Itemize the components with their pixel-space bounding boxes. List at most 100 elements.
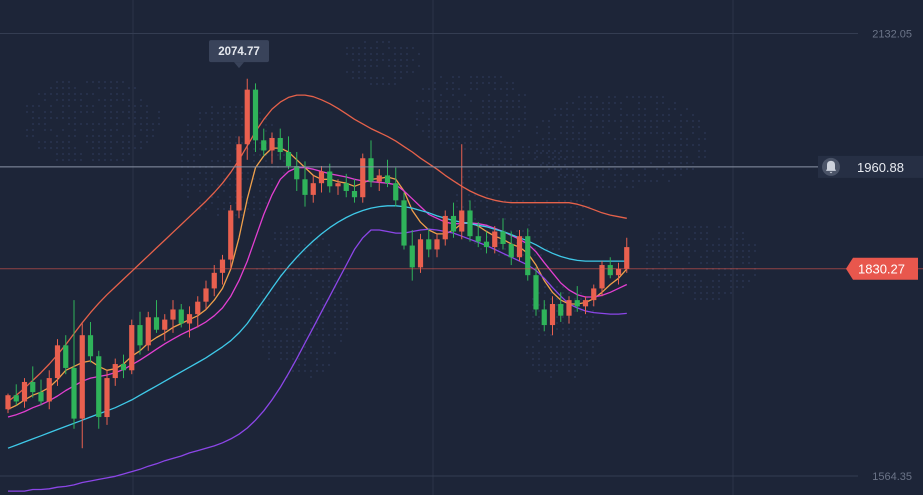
map-dot: [522, 170, 524, 172]
map-dot: [181, 142, 183, 144]
map-dot: [620, 126, 622, 128]
map-dot: [316, 292, 318, 294]
map-dot: [560, 114, 562, 116]
map-dot: [470, 100, 472, 102]
map-dot: [62, 99, 64, 101]
map-dot: [712, 292, 714, 294]
map-dot: [662, 174, 664, 176]
map-dot: [340, 322, 342, 324]
map-dot: [128, 111, 130, 113]
map-dot: [229, 196, 231, 198]
map-dot: [658, 280, 660, 282]
map-dot: [480, 236, 482, 238]
map-dot: [298, 370, 300, 372]
candle-body: [285, 152, 292, 167]
candle-body: [393, 183, 399, 201]
map-dot: [316, 244, 318, 246]
map-dot: [259, 142, 261, 144]
bell-icon[interactable]: [822, 157, 840, 176]
map-dot: [582, 200, 584, 202]
map-dot: [584, 138, 586, 140]
map-dot: [680, 114, 682, 116]
map-dot: [620, 120, 622, 122]
map-dot: [698, 150, 700, 152]
map-dot: [388, 41, 390, 43]
alert-price-box[interactable]: [818, 155, 923, 178]
map-dot: [181, 184, 183, 186]
map-dot: [742, 256, 744, 258]
map-dot: [486, 212, 488, 214]
map-dot: [304, 316, 306, 318]
map-dot: [474, 218, 476, 220]
map-dot: [526, 304, 528, 306]
map-dot: [586, 316, 588, 318]
map-dot: [608, 162, 610, 164]
map-dot: [632, 138, 634, 140]
map-dot: [358, 47, 360, 49]
map-dot: [548, 150, 550, 152]
map-dot: [592, 310, 594, 312]
map-dot: [730, 244, 732, 246]
map-dot: [698, 156, 700, 158]
map-dot: [546, 248, 548, 250]
map-dot: [110, 87, 112, 89]
map-dot: [680, 168, 682, 170]
map-dot: [158, 117, 160, 119]
map-dot: [205, 178, 207, 180]
map-dot: [532, 304, 534, 306]
map-dot: [388, 59, 390, 61]
map-dot: [510, 188, 512, 190]
map-dot: [546, 188, 548, 190]
map-dot: [486, 230, 488, 232]
map-dot: [32, 111, 34, 113]
map-dot: [316, 316, 318, 318]
map-dot: [668, 180, 670, 182]
map-dot: [580, 346, 582, 348]
candle-body: [525, 236, 531, 276]
map-dot: [528, 206, 530, 208]
map-dot: [500, 88, 502, 90]
map-dot: [298, 310, 300, 312]
map-dot: [259, 112, 261, 114]
candle-body: [434, 239, 440, 250]
map-dot: [554, 162, 556, 164]
map-dot: [474, 242, 476, 244]
map-dot: [546, 152, 548, 154]
map-dot: [265, 202, 267, 204]
candle: [261, 128, 267, 156]
map-dot: [694, 238, 696, 240]
map-dot: [247, 178, 249, 180]
map-dot: [223, 154, 225, 156]
map-dot: [68, 105, 70, 107]
map-dot: [500, 106, 502, 108]
map-dot: [462, 176, 464, 178]
map-dot: [262, 346, 264, 348]
candle-body: [624, 247, 630, 269]
map-dot: [446, 112, 448, 114]
map-dot: [680, 132, 682, 134]
candle-body: [401, 200, 407, 246]
candle: [38, 379, 44, 406]
map-dot: [110, 105, 112, 107]
map-dot: [340, 340, 342, 342]
map-dot: [328, 250, 330, 252]
map-dot: [464, 148, 466, 150]
map-dot: [736, 286, 738, 288]
map-dot: [574, 328, 576, 330]
map-dot: [310, 376, 312, 378]
map-dot: [256, 304, 258, 306]
map-dot: [602, 186, 604, 188]
map-dot: [554, 138, 556, 140]
map-dot: [122, 99, 124, 101]
map-dot: [32, 129, 34, 131]
map-dot: [638, 132, 640, 134]
map-dot: [274, 346, 276, 348]
map-dot: [235, 106, 237, 108]
map-dot: [217, 208, 219, 210]
map-dot: [259, 148, 261, 150]
alert-price-tag[interactable]: 1960.88: [818, 155, 923, 178]
map-dot: [546, 212, 548, 214]
candle-body: [500, 231, 506, 244]
map-dot: [522, 194, 524, 196]
candle: [426, 228, 432, 258]
